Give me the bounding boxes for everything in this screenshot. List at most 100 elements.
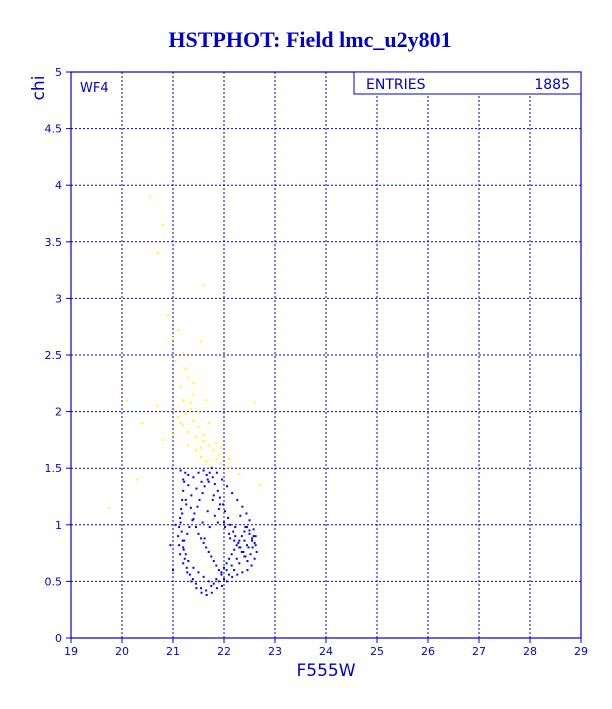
x-axis-ticks: 19 20 21 22 23 24 25 26 27 28 29 bbox=[64, 638, 588, 658]
data-point bbox=[182, 546, 185, 549]
data-point bbox=[250, 564, 253, 567]
y-tick-label: 4 bbox=[55, 179, 62, 192]
data-point bbox=[187, 560, 190, 563]
data-point bbox=[207, 421, 210, 424]
data-point bbox=[197, 426, 200, 429]
data-point bbox=[187, 444, 190, 447]
x-tick-label: 27 bbox=[472, 645, 486, 658]
data-point bbox=[194, 526, 197, 529]
data-point bbox=[220, 573, 223, 576]
y-tick-label: 3 bbox=[55, 292, 62, 305]
data-point bbox=[253, 541, 256, 544]
data-point bbox=[208, 526, 211, 529]
data-point bbox=[232, 530, 235, 533]
data-point bbox=[249, 553, 252, 556]
data-point bbox=[215, 564, 218, 567]
data-point bbox=[226, 485, 229, 488]
data-point bbox=[234, 535, 237, 538]
data-point bbox=[220, 571, 223, 574]
data-point bbox=[161, 438, 164, 441]
series-0 bbox=[169, 467, 258, 596]
data-point bbox=[251, 537, 254, 540]
data-point bbox=[206, 478, 209, 481]
data-point bbox=[240, 535, 243, 538]
data-point bbox=[180, 530, 183, 533]
data-point bbox=[248, 529, 251, 532]
data-point bbox=[149, 195, 152, 198]
data-point bbox=[192, 476, 195, 479]
data-point bbox=[207, 550, 210, 553]
data-point bbox=[179, 521, 182, 524]
data-point bbox=[188, 573, 191, 576]
data-point bbox=[202, 469, 205, 472]
y-tick-label: 5 bbox=[55, 66, 62, 79]
data-point bbox=[172, 337, 174, 340]
data-point bbox=[184, 498, 187, 501]
data-point bbox=[181, 512, 184, 515]
x-tick-label: 23 bbox=[268, 645, 282, 658]
data-point bbox=[216, 521, 219, 524]
data-point bbox=[252, 535, 255, 538]
x-axis-label: F555W bbox=[296, 661, 355, 681]
data-point bbox=[161, 223, 164, 226]
grid bbox=[71, 72, 581, 638]
data-point bbox=[192, 566, 195, 569]
y-tick-label: 4.5 bbox=[45, 123, 63, 136]
data-point bbox=[200, 480, 203, 483]
data-point bbox=[180, 507, 183, 510]
data-point bbox=[201, 492, 204, 495]
data-point bbox=[185, 503, 188, 506]
data-point bbox=[220, 446, 223, 449]
data-point bbox=[195, 587, 198, 590]
data-point bbox=[200, 455, 203, 458]
data-point bbox=[226, 580, 229, 583]
data-point bbox=[187, 376, 190, 379]
data-point bbox=[238, 539, 241, 542]
data-point bbox=[108, 506, 111, 509]
data-point bbox=[215, 578, 218, 581]
data-point bbox=[229, 523, 232, 526]
data-point bbox=[182, 478, 185, 481]
data-point bbox=[156, 252, 159, 255]
data-point bbox=[224, 526, 227, 529]
data-point bbox=[174, 523, 177, 526]
data-point bbox=[179, 385, 182, 388]
data-points bbox=[108, 195, 261, 596]
data-point bbox=[251, 546, 254, 549]
data-point bbox=[202, 433, 205, 436]
data-point bbox=[203, 485, 206, 488]
data-point bbox=[228, 557, 231, 560]
data-point bbox=[217, 453, 220, 456]
data-point bbox=[178, 544, 181, 547]
data-point bbox=[182, 351, 185, 354]
stats-label: ENTRIES bbox=[366, 77, 426, 93]
data-point bbox=[245, 526, 248, 529]
data-point bbox=[187, 430, 190, 433]
data-point bbox=[194, 435, 197, 438]
data-point bbox=[231, 575, 234, 578]
data-point bbox=[189, 506, 192, 509]
x-tick-label: 25 bbox=[370, 645, 384, 658]
data-point bbox=[182, 562, 185, 565]
data-point bbox=[206, 510, 209, 513]
data-point bbox=[217, 580, 220, 583]
data-point bbox=[210, 591, 213, 594]
data-point bbox=[182, 489, 185, 492]
data-point bbox=[191, 578, 194, 581]
data-point bbox=[205, 473, 208, 476]
data-point bbox=[216, 489, 219, 492]
data-point bbox=[230, 553, 233, 556]
data-point bbox=[207, 480, 210, 483]
x-tick-label: 20 bbox=[115, 645, 129, 658]
data-point bbox=[235, 544, 238, 547]
data-point bbox=[197, 571, 200, 574]
data-point bbox=[190, 494, 193, 497]
data-point bbox=[253, 557, 256, 560]
data-point bbox=[190, 580, 193, 583]
data-point bbox=[239, 514, 242, 517]
stats-value: 1885 bbox=[534, 77, 570, 93]
data-point bbox=[258, 484, 261, 487]
data-point bbox=[202, 283, 205, 286]
data-point bbox=[247, 546, 250, 549]
data-point bbox=[186, 571, 189, 574]
